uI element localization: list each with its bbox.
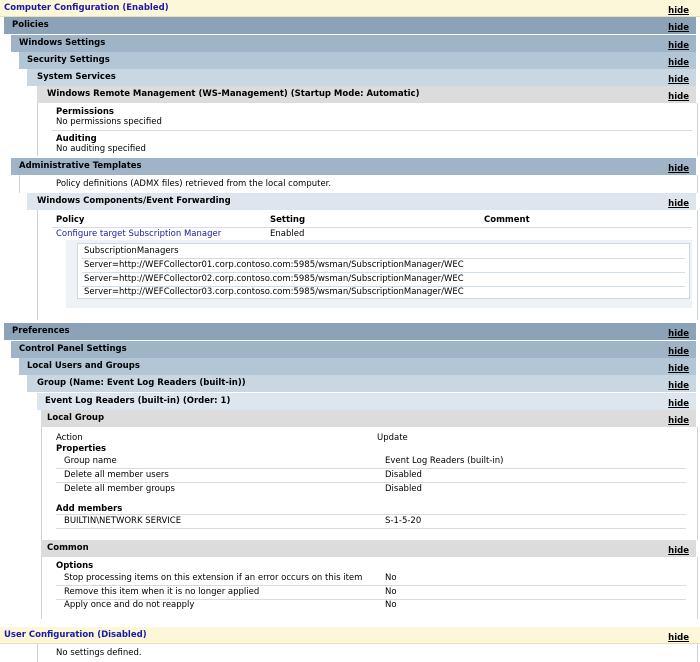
administrative-templates-header: Administrative Templates hide xyxy=(11,158,696,175)
policies-header: Policies hide xyxy=(4,17,696,34)
computer-configuration-title: Computer Configuration (Enabled) xyxy=(4,3,169,13)
control-panel-settings-header: Control Panel Settings hide xyxy=(11,341,696,358)
subscription-managers-header: SubscriptionManagers xyxy=(84,246,179,256)
col-setting: Setting xyxy=(270,215,306,225)
hide-link[interactable]: hide xyxy=(668,164,689,174)
col-policy: Policy xyxy=(56,215,85,225)
member-sid: S-1-5-20 xyxy=(385,516,422,526)
permissions-value: No permissions specified xyxy=(56,117,162,127)
prop-delete-users-key: Delete all member users xyxy=(64,470,169,480)
local-users-groups-header: Local Users and Groups hide xyxy=(19,358,696,375)
local-users-groups-title: Local Users and Groups xyxy=(27,361,140,371)
no-settings-defined: No settings defined. xyxy=(56,648,142,658)
control-panel-settings-title: Control Panel Settings xyxy=(19,344,127,354)
system-services-header: System Services hide xyxy=(27,69,696,86)
winrm-body: Permissions No permissions specified Aud… xyxy=(37,103,698,156)
user-configuration-header: User Configuration (Disabled) hide xyxy=(0,627,700,644)
event-forwarding-header: Windows Components/Event Forwarding hide xyxy=(27,193,696,210)
event-log-readers-title: Event Log Readers (built-in) (Order: 1) xyxy=(45,396,231,406)
add-members-label: Add members xyxy=(56,504,123,514)
options-label: Options xyxy=(56,561,94,571)
hide-link[interactable]: hide xyxy=(668,58,689,68)
preferences-title: Preferences xyxy=(12,326,70,336)
action-value: Update xyxy=(377,433,408,443)
hide-link[interactable]: hide xyxy=(668,41,689,51)
prop-delete-groups-value: Disabled xyxy=(385,484,422,494)
user-configuration-body: No settings defined. xyxy=(37,644,698,662)
opt-stop-processing-value: No xyxy=(385,573,397,583)
subscription-managers-table: SubscriptionManagers Server=http://WEFCo… xyxy=(66,240,692,308)
common-header: Common hide xyxy=(41,540,696,557)
policies-title: Policies xyxy=(12,20,49,30)
user-configuration-title: User Configuration (Disabled) xyxy=(4,630,147,640)
local-group-body: Action Update Properties Group name Even… xyxy=(41,427,698,540)
group-name-header: Group (Name: Event Log Readers (built-in… xyxy=(27,375,696,392)
properties-label: Properties xyxy=(56,444,107,454)
winrm-header: Windows Remote Management (WS-Management… xyxy=(37,86,696,103)
configure-subscription-manager-link[interactable]: Configure target Subscription Manager xyxy=(56,229,222,239)
event-forwarding-body: Policy Setting Comment Configure target … xyxy=(37,210,698,320)
local-group-title: Local Group xyxy=(47,413,105,423)
hide-link[interactable]: hide xyxy=(668,92,689,102)
hide-link[interactable]: hide xyxy=(668,633,689,643)
hide-link[interactable]: hide xyxy=(668,6,689,16)
admx-note: Policy definitions (ADMX files) retrieve… xyxy=(56,179,332,189)
opt-remove-item-key: Remove this item when it is no longer ap… xyxy=(64,587,260,597)
server-row-1: Server=http://WEFCollector01.corp.contos… xyxy=(84,260,464,270)
windows-settings-title: Windows Settings xyxy=(19,38,106,48)
hide-link[interactable]: hide xyxy=(668,199,689,209)
prop-group-name-key: Group name xyxy=(64,456,117,466)
hide-link[interactable]: hide xyxy=(668,23,689,33)
event-log-readers-header: Event Log Readers (built-in) (Order: 1) … xyxy=(37,393,696,410)
hide-link[interactable]: hide xyxy=(668,347,689,357)
computer-configuration-header: Computer Configuration (Enabled) hide xyxy=(0,0,700,17)
policy-setting-value: Enabled xyxy=(270,229,305,239)
permissions-label: Permissions xyxy=(56,107,114,117)
winrm-title: Windows Remote Management (WS-Management… xyxy=(47,89,420,99)
auditing-value: No auditing specified xyxy=(56,144,146,154)
administrative-templates-title: Administrative Templates xyxy=(19,161,142,171)
hide-link[interactable]: hide xyxy=(668,399,689,409)
common-body: Options Stop processing items on this ex… xyxy=(41,557,698,619)
prop-group-name-value: Event Log Readers (built-in) xyxy=(385,456,504,466)
hide-link[interactable]: hide xyxy=(668,329,689,339)
hide-link[interactable]: hide xyxy=(668,416,689,426)
hide-link[interactable]: hide xyxy=(668,75,689,85)
action-label: Action xyxy=(56,433,83,443)
member-name: BUILTIN\NETWORK SERVICE xyxy=(64,516,182,526)
col-comment: Comment xyxy=(484,215,530,225)
group-name-title: Group (Name: Event Log Readers (built-in… xyxy=(37,378,246,388)
preferences-header: Preferences hide xyxy=(4,323,696,340)
system-services-title: System Services xyxy=(37,72,116,82)
windows-settings-header: Windows Settings hide xyxy=(11,35,696,52)
security-settings-title: Security Settings xyxy=(27,55,110,65)
opt-apply-once-value: No xyxy=(385,600,397,610)
prop-delete-groups-key: Delete all member groups xyxy=(64,484,175,494)
server-row-3: Server=http://WEFCollector03.corp.contos… xyxy=(84,287,464,297)
hide-link[interactable]: hide xyxy=(668,546,689,556)
common-title: Common xyxy=(47,543,89,553)
auditing-label: Auditing xyxy=(56,134,97,144)
security-settings-header: Security Settings hide xyxy=(19,52,696,69)
administrative-templates-body: Policy definitions (ADMX files) retrieve… xyxy=(19,175,698,193)
server-row-2: Server=http://WEFCollector02.corp.contos… xyxy=(84,274,464,284)
hide-link[interactable]: hide xyxy=(668,364,689,374)
opt-apply-once-key: Apply once and do not reapply xyxy=(64,600,195,610)
local-group-header: Local Group hide xyxy=(41,410,696,427)
prop-delete-users-value: Disabled xyxy=(385,470,422,480)
opt-stop-processing-key: Stop processing items on this extension … xyxy=(64,573,363,583)
event-forwarding-title: Windows Components/Event Forwarding xyxy=(37,196,231,206)
opt-remove-item-value: No xyxy=(385,587,397,597)
hide-link[interactable]: hide xyxy=(668,381,689,391)
